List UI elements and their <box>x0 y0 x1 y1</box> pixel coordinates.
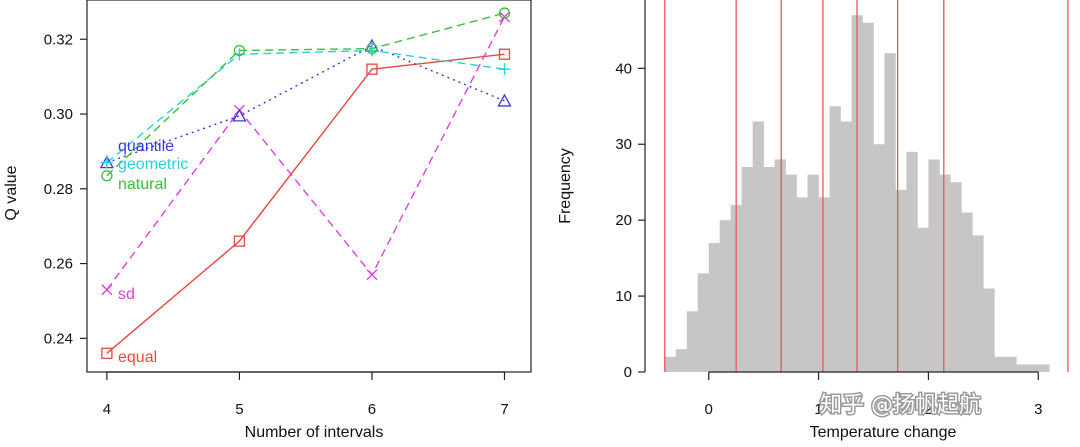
marker-natural <box>498 7 511 19</box>
right-x-tick-label: 2 <box>924 401 932 418</box>
histogram-bar <box>840 121 852 372</box>
right-x-tick-label: 3 <box>1034 401 1042 418</box>
histogram-bar <box>807 174 819 372</box>
left-x-tick-label: 4 <box>103 401 111 418</box>
histogram-bar <box>950 182 962 372</box>
histogram-bar <box>972 235 984 372</box>
histogram-bar <box>939 174 951 372</box>
histogram-bar <box>961 212 973 372</box>
marker-quantile <box>497 93 512 107</box>
histogram-bar <box>1005 356 1017 372</box>
watermark-text: 知乎 @扬帆起航 <box>820 393 981 418</box>
right-y-tick-label: 40 <box>615 60 632 77</box>
series-line-natural <box>106 12 505 177</box>
right-x-axis-label: Temperature change <box>810 424 957 441</box>
right-y-tick-label: 10 <box>615 288 632 305</box>
marker-equal <box>101 347 113 359</box>
left-y-tick-label: 0.32 <box>44 31 73 48</box>
class-break-lines <box>664 0 1069 372</box>
series-line-sd <box>106 16 506 291</box>
marker-quantile <box>232 108 247 122</box>
marker-equal <box>233 235 246 247</box>
histogram-bar <box>785 174 797 372</box>
left-x-axis-label: Number of intervals <box>245 424 384 441</box>
histogram-bar <box>983 288 995 372</box>
histogram-bar <box>763 167 775 372</box>
histogram-bar <box>829 106 841 373</box>
marker-geometric <box>100 156 113 169</box>
right-x-axis: 0 1 2 3 <box>705 371 1042 418</box>
left-y-tick-label: 0.28 <box>44 181 73 198</box>
histogram-bar <box>1038 364 1050 372</box>
histogram-bar <box>928 159 940 372</box>
marker-natural <box>101 170 113 182</box>
histogram-bar <box>994 356 1006 372</box>
watermark: 知乎 @扬帆起航 <box>819 392 983 420</box>
marker-equal <box>498 48 511 60</box>
histogram-bar <box>862 22 874 372</box>
histogram-bar <box>664 356 677 372</box>
histogram-bar <box>686 311 699 372</box>
histogram-bar <box>873 144 885 372</box>
right-y-axis: 0 10 20 30 40 <box>615 60 645 381</box>
left-x-axis: 4 5 6 7 <box>103 371 509 418</box>
histogram-bar <box>1027 364 1039 372</box>
marker-sd <box>366 269 378 281</box>
series-label-sd: sd <box>118 286 135 303</box>
histogram-bar <box>708 242 720 372</box>
histogram-bar <box>752 121 764 372</box>
histogram-bar <box>741 167 753 372</box>
marker-natural <box>233 44 246 57</box>
series-label-equal: equal <box>118 349 157 366</box>
left-y-axis: 0.24 0.26 0.28 0.30 0.32 <box>44 31 87 347</box>
right-y-tick-label: 30 <box>615 136 632 153</box>
left-y-tick-label: 0.30 <box>44 106 73 123</box>
series-label-geometric: geometric <box>118 156 188 173</box>
left-series-markers <box>99 7 512 359</box>
histogram-bar <box>796 197 808 372</box>
left-x-tick-label: 6 <box>368 401 376 418</box>
left-y-tick-label: 0.26 <box>44 256 73 273</box>
histogram-bar <box>906 151 918 372</box>
series-label-quantile: quantile <box>118 138 174 155</box>
histogram-bar <box>697 273 710 372</box>
histogram-bars <box>664 15 1050 373</box>
series-line-equal <box>106 53 505 354</box>
left-y-tick-label: 0.24 <box>44 330 73 347</box>
histogram-bar <box>818 197 830 372</box>
series-label-natural: natural <box>118 176 167 193</box>
right-y-tick-label: 20 <box>615 212 632 229</box>
right-x-tick-label: 1 <box>814 401 822 418</box>
histogram-bar <box>675 349 688 372</box>
line-chart-panel: 4 5 6 7 0.24 0.26 0.28 0.30 0.32 equal sd quantil… <box>3 0 532 441</box>
marker-sd <box>101 284 113 296</box>
histogram-bar <box>917 227 929 372</box>
series-line-geometric <box>106 49 505 164</box>
marker-equal <box>366 63 378 75</box>
histogram-panel: 0 1 2 3 0 10 20 30 40 Temperature change Freque… <box>557 0 1069 441</box>
left-series-lines <box>106 12 506 354</box>
left-x-tick-label: 7 <box>500 401 508 418</box>
right-y-axis-label: Frequency <box>557 148 574 224</box>
histogram-bar <box>719 220 731 372</box>
right-x-tick-label: 0 <box>705 401 713 418</box>
left-y-axis-label: Q value <box>3 165 20 220</box>
histogram-bar <box>895 189 907 372</box>
histogram-bar <box>1016 364 1028 372</box>
histogram-bar <box>884 53 896 373</box>
right-y-tick-label: 0 <box>624 364 632 381</box>
marker-geometric <box>498 63 511 76</box>
marker-natural <box>366 42 378 55</box>
histogram-bar <box>774 159 786 372</box>
left-x-tick-label: 5 <box>235 401 243 418</box>
marker-sd <box>498 11 510 23</box>
